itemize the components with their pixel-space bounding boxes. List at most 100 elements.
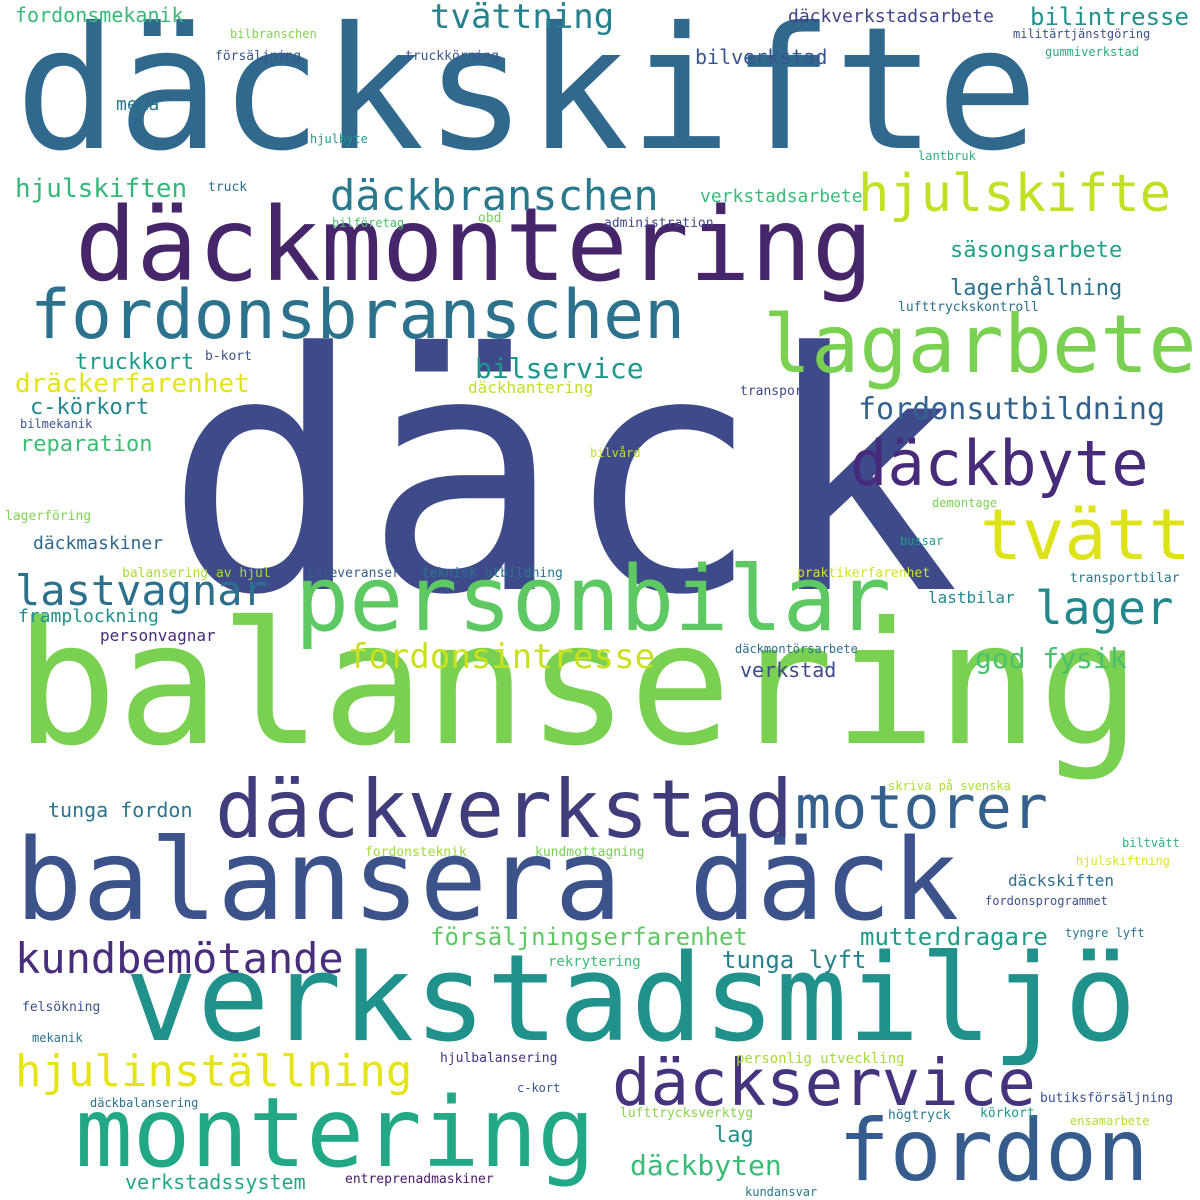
- cloud-word-montering: montering: [75, 1077, 596, 1189]
- cloud-word-kundmottagning: kundmottagning: [535, 845, 645, 860]
- cloud-word-fordon: fordon: [838, 1101, 1149, 1200]
- cloud-word-gummiverkstad: gummiverkstad: [1045, 45, 1139, 59]
- cloud-word-lager: lager: [1035, 581, 1174, 635]
- cloud-word-mekanik: mekanik: [32, 1031, 83, 1045]
- cloud-word-dackverkstadsarbete: däckverkstadsarbete: [788, 6, 994, 27]
- cloud-word-dackverkstad: däckverkstad: [215, 763, 793, 856]
- cloud-word-personbilar: personbilar: [295, 547, 892, 652]
- cloud-word-skriva-pa-svenska: skriva på svenska: [888, 779, 1011, 793]
- cloud-word-tyngre-lyft: tyngre lyft: [1065, 926, 1145, 940]
- cloud-word-verkstad: verkstad: [740, 658, 837, 682]
- cloud-word-lag: lag: [714, 1123, 754, 1148]
- cloud-word-balansering: balansering: [15, 586, 1141, 784]
- cloud-word-bilvard: bilvård: [590, 446, 641, 460]
- cloud-word-lagerhallning: lagerhållning: [950, 276, 1123, 301]
- cloud-word-militartjanstgoring: militärtjänstgöring: [1013, 27, 1151, 41]
- cloud-word-verkstadsmiljo: verkstadsmiljö: [125, 930, 1137, 1069]
- cloud-word-bilbranschen: bilbranschen: [230, 27, 317, 41]
- cloud-word-felsokning: felsökning: [22, 1000, 101, 1015]
- cloud-word-hogtryck: högtryck: [888, 1108, 951, 1123]
- cloud-word-fordonsutbildning: fordonsutbildning: [858, 392, 1166, 427]
- cloud-word-teknisk-utbildning: teknisk utbildning: [422, 566, 563, 581]
- cloud-word-tunga-fordon: tunga fordon: [48, 798, 193, 822]
- cloud-word-tvattning: tvättning: [430, 0, 615, 37]
- cloud-word-reparation: reparation: [20, 432, 153, 457]
- cloud-word-kundbemotande: kundbemötande: [15, 934, 344, 983]
- cloud-word-dackmaskiner: däckmaskiner: [33, 533, 164, 554]
- cloud-word-dackskifte: däckskifte: [15, 0, 1039, 189]
- cloud-word-bussar: bussar: [900, 534, 944, 548]
- cloud-word-truckkort: truckkort: [75, 350, 195, 375]
- cloud-word-tvatt: tvätt: [980, 494, 1191, 576]
- cloud-word-balansera-dack: balansera däck: [15, 816, 960, 946]
- cloud-word-motorer: motorer: [795, 773, 1048, 843]
- cloud-word-rekrytering: rekrytering: [548, 954, 641, 970]
- cloud-word-dackbyten: däckbyten: [630, 1149, 782, 1182]
- cloud-word-hjulbyte: hjulbyte: [310, 132, 368, 146]
- cloud-word-transport: transport: [740, 384, 811, 399]
- cloud-word-lagarbete: lagarbete: [763, 298, 1197, 391]
- cloud-word-framplockning: framplockning: [18, 606, 159, 627]
- cloud-word-lufttryckskontroll: lufttryckskontroll: [898, 300, 1039, 315]
- cloud-word-truckkorning: truckkörning: [405, 49, 499, 64]
- cloud-word-truck: truck: [208, 180, 248, 195]
- cloud-word-meka: meka: [116, 94, 160, 115]
- cloud-word-hjulbalansering: hjulbalansering: [440, 1051, 558, 1066]
- cloud-word-lagerforing: lagerföring: [5, 509, 92, 524]
- cloud-word-hjulskiften: hjulskiften: [15, 174, 188, 204]
- cloud-word-ensamarbete: ensamarbete: [1070, 1114, 1150, 1128]
- cloud-word-lantbruk: lantbruk: [918, 149, 976, 163]
- cloud-word-hjulskiftning: hjulskiftning: [1076, 854, 1170, 868]
- cloud-word-butiksforsaljning: butiksförsäljning: [1040, 1091, 1174, 1106]
- cloud-word-verkstadsarbete: verkstadsarbete: [700, 186, 863, 207]
- cloud-word-fordonsteknik: fordonsteknik: [365, 845, 467, 860]
- cloud-word-dackmontering: däckmontering: [75, 186, 874, 305]
- cloud-word-administration: administration: [604, 216, 714, 231]
- cloud-word-dackbyte: däckbyte: [850, 427, 1149, 500]
- cloud-word-hjulskifte: hjulskifte: [858, 164, 1172, 224]
- cloud-word-dackhantering: däckhantering: [468, 378, 594, 397]
- cloud-word-forsaljningserfarenhet: försäljningserfarenhet: [430, 923, 748, 951]
- cloud-word-entreprenadmaskiner: entreprenadmaskiner: [345, 1172, 494, 1187]
- cloud-word-dack: däck: [165, 283, 960, 667]
- cloud-word-personlig-utveckling: personlig utveckling: [736, 1051, 905, 1067]
- cloud-word-kundansvar: kundansvar: [745, 1185, 818, 1199]
- cloud-word-fordonsmekanik: fordonsmekanik: [15, 3, 184, 27]
- cloud-word-b-kort: b-kort: [205, 349, 252, 364]
- cloud-word-inleveranser: inleveranser: [306, 566, 400, 581]
- cloud-word-biltvatt: biltvätt: [1122, 836, 1180, 850]
- cloud-word-balansering-av-hjul: balansering av hjul: [122, 566, 271, 581]
- cloud-word-bilservice: bilservice: [475, 352, 644, 385]
- cloud-word-fordonsprogrammet: fordonsprogrammet: [985, 894, 1108, 908]
- cloud-word-lastbilar: lastbilar: [928, 588, 1015, 607]
- cloud-word-forsaljning: försäljning: [215, 49, 302, 64]
- cloud-word-dackmontorsarbete: däckmontörsarbete: [735, 642, 858, 656]
- cloud-word-hjulinstallning: hjulinställning: [15, 1046, 413, 1097]
- cloud-word-dackbranschen: däckbranschen: [330, 171, 659, 220]
- cloud-word-sasongsarbete: säsongsarbete: [950, 238, 1123, 263]
- cloud-word-korkort: körkort: [980, 1106, 1035, 1121]
- cloud-word-transportbilar: transportbilar: [1070, 571, 1180, 586]
- cloud-word-drackerfarenhet: dräckerfarenhet: [15, 369, 250, 399]
- cloud-word-bilmekanik: bilmekanik: [20, 417, 93, 431]
- cloud-word-lastvagnar: lastvagnar: [15, 566, 268, 615]
- cloud-word-c-korkort: c-körkort: [30, 395, 150, 420]
- cloud-word-fordonsintresse: fordonsintresse: [348, 637, 656, 677]
- cloud-word-fordonsbranschen: fordonsbranschen: [30, 276, 686, 355]
- cloud-word-dackbalansering: däckbalansering: [90, 1096, 199, 1110]
- cloud-word-obd: obd: [478, 211, 502, 226]
- cloud-word-bilintresse: bilintresse: [1030, 3, 1189, 31]
- cloud-word-c-kort: c-kort: [517, 1081, 561, 1095]
- cloud-word-bilverkstad: bilverkstad: [695, 45, 828, 69]
- cloud-word-verkstadssystem: verkstadssystem: [125, 1170, 306, 1194]
- cloud-word-praktikerfarenhet: praktikerfarenhet: [797, 566, 931, 581]
- cloud-word-god-fysik: god fysik: [975, 642, 1127, 675]
- cloud-word-bilforetag: bilföretag: [332, 216, 405, 230]
- cloud-word-lufttrycksverktyg: lufttrycksverktyg: [620, 1106, 754, 1121]
- cloud-word-demontage: demontage: [932, 496, 998, 510]
- cloud-word-dackservice: däckservice: [612, 1047, 1036, 1121]
- cloud-word-tunga-lyft: tunga lyft: [722, 946, 867, 974]
- cloud-word-personvagnar: personvagnar: [100, 626, 216, 645]
- cloud-word-mutterdragare: mutterdragare: [860, 923, 1048, 951]
